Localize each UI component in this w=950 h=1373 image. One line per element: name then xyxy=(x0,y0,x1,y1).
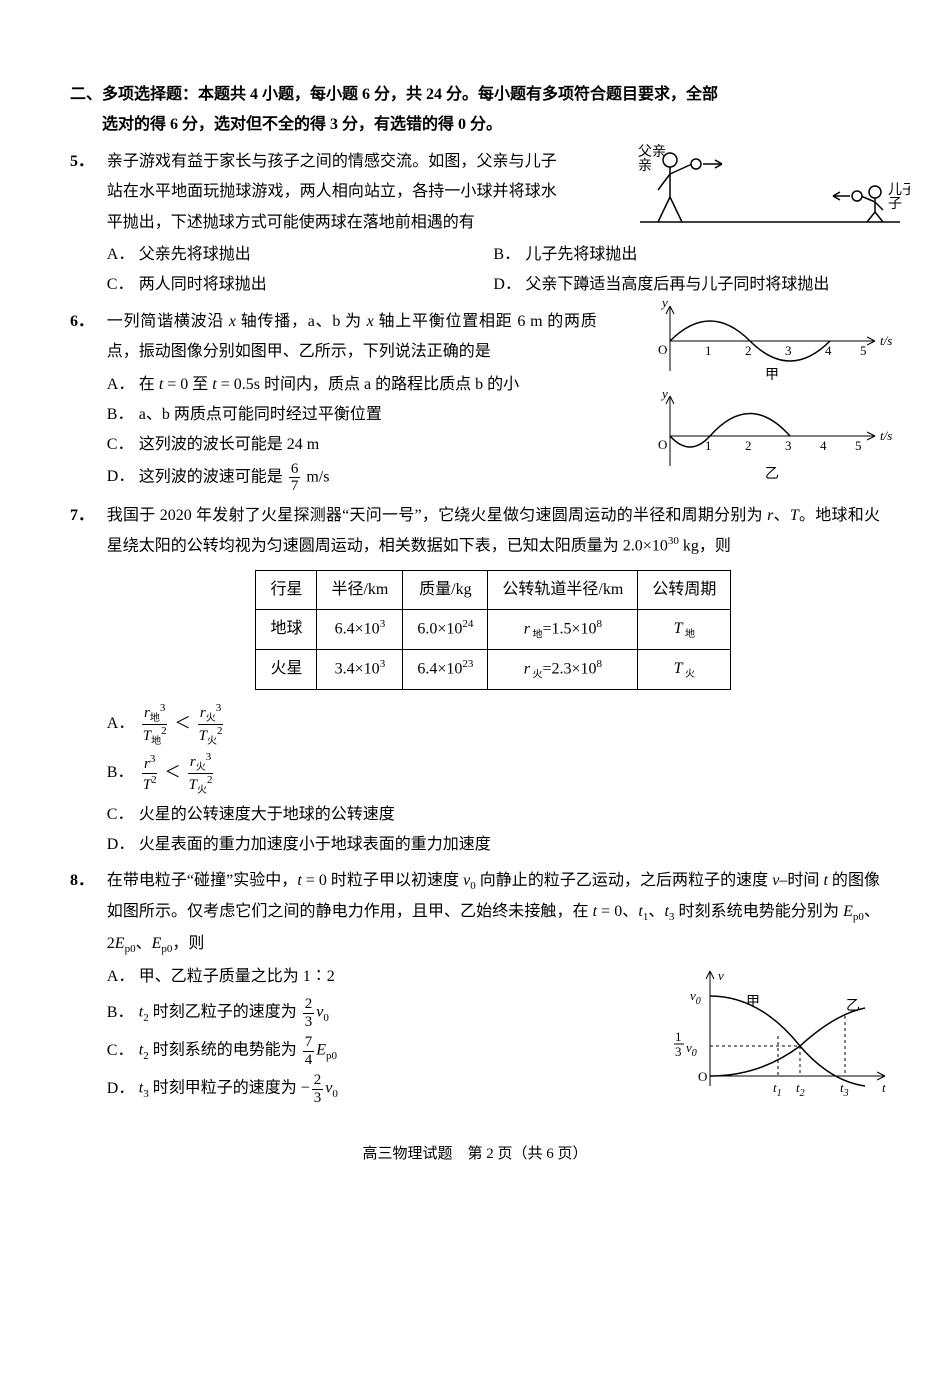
svg-text:5: 5 xyxy=(855,438,862,453)
q7C-label: C． xyxy=(107,800,139,830)
svg-text:乙: 乙 xyxy=(846,998,860,1014)
q7-row-mars: 火星 3.4×103 6.4×1023 r 火=2.3×108 T 火 xyxy=(256,649,731,689)
q7A-text: r地3T地2 ＜ r火3T火2 xyxy=(139,702,227,747)
svg-text:O: O xyxy=(658,437,667,452)
svg-text:y: y xyxy=(660,301,668,310)
svg-text:甲: 甲 xyxy=(765,368,779,383)
svg-text:2: 2 xyxy=(745,343,752,358)
q7-table: 行星 半径/km 质量/kg 公转轨道半径/km 公转周期 地球 6.4×103… xyxy=(255,570,731,690)
svg-text:t3: t3 xyxy=(840,1080,849,1099)
q5B-text: 儿子先将球抛出 xyxy=(525,240,637,270)
q5D-text: 父亲下蹲适当高度后再与儿子同时将球抛出 xyxy=(525,270,829,300)
q5-text: 亲子游戏有益于家长与孩子之间的情感交流。如图，父亲与儿子站在水平地面玩抛球游戏，… xyxy=(107,147,557,238)
q7C-text: 火星的公转速度大于地球的公转速度 xyxy=(139,800,395,830)
q8-number: 8． xyxy=(70,866,107,1110)
svg-text:O: O xyxy=(658,342,667,357)
section-header: 二、 多项选择题：本题共 4 小题，每小题 6 分，共 24 分。每小题有多项符… xyxy=(70,80,880,141)
svg-text:t: t xyxy=(882,1080,886,1095)
q5-son-label: 儿子 xyxy=(888,182,910,198)
svg-text:1: 1 xyxy=(705,438,712,453)
q6C-text: 这列波的波长可能是 24 m xyxy=(139,430,319,460)
svg-text:1: 1 xyxy=(675,1029,682,1044)
q5-father-label: 父亲 xyxy=(638,144,666,160)
section-title: 多项选择题：本题共 4 小题，每小题 6 分，共 24 分。每小题有多项符合题目… xyxy=(102,80,880,141)
q8C-label: C． xyxy=(107,1036,139,1066)
q7D-text: 火星表面的重力加速度小于地球表面的重力加速度 xyxy=(139,830,491,860)
q7A-label: A． xyxy=(107,709,139,739)
q7-number: 7． xyxy=(70,501,107,698)
q7-row-earth: 地球 6.4×103 6.0×1024 r 地=1.5×108 T 地 xyxy=(256,610,731,650)
question-5: 5． 亲子游戏有益于家长与孩子之间的情感交流。如图，父亲与儿子站在水平地面玩抛球… xyxy=(70,147,880,301)
q7-th5: 公转周期 xyxy=(638,570,731,609)
svg-text:1: 1 xyxy=(705,343,712,358)
svg-text:4: 4 xyxy=(820,438,827,453)
q5B-label: B． xyxy=(493,240,525,270)
q7D-label: D． xyxy=(107,830,139,860)
q6A-label: A． xyxy=(107,370,139,400)
svg-text:子: 子 xyxy=(888,196,902,212)
q6D-label: D． xyxy=(107,462,139,492)
svg-text:3: 3 xyxy=(785,343,792,358)
section-line2: 选对的得 6 分，选对但不全的得 3 分，有选错的得 0 分。 xyxy=(102,116,502,133)
q8B-label: B． xyxy=(107,998,139,1028)
q5-number: 5． xyxy=(70,147,107,301)
question-7: 7． 我国于 2020 年发射了火星探测器“天问一号”，它绕火星做匀速圆周运动的… xyxy=(70,501,880,698)
svg-text:O: O xyxy=(698,1069,707,1084)
q5-figure: 父亲 亲 儿子 子 xyxy=(630,142,910,237)
svg-text:3: 3 xyxy=(785,438,792,453)
section-number: 二、 xyxy=(70,80,102,141)
q8-figure: v v0 O t t1 t2 t3 1 3 v0 甲 乙 xyxy=(670,966,900,1116)
svg-text:4: 4 xyxy=(825,343,832,358)
svg-text:5: 5 xyxy=(860,343,867,358)
svg-text:v: v xyxy=(718,968,724,983)
svg-text:v0: v0 xyxy=(686,1040,697,1059)
q8C-text: t2 时刻系统的电势能为 74Ep0 xyxy=(139,1034,337,1068)
q7-th2: 半径/km xyxy=(317,570,403,609)
svg-text:乙: 乙 xyxy=(765,466,779,482)
q5C-label: C． xyxy=(107,270,139,300)
section-line1: 多项选择题：本题共 4 小题，每小题 6 分，共 24 分。每小题有多项符合题目… xyxy=(102,86,718,103)
q6B-text: a、b 两质点可能同时经过平衡位置 xyxy=(139,400,382,430)
q7-text: 我国于 2020 年发射了火星探测器“天问一号”，它绕火星做匀速圆周运动的半径和… xyxy=(107,501,880,562)
svg-text:t2: t2 xyxy=(796,1080,805,1099)
svg-text:甲: 甲 xyxy=(746,995,760,1010)
q5C-text: 两人同时将球抛出 xyxy=(139,270,267,300)
q5D-label: D． xyxy=(493,270,525,300)
q7-options: A． r地3T地2 ＜ r火3T火2 B． r3T2 ＜ r火3T火2 C．火星… xyxy=(107,702,880,861)
q7-th3: 质量/kg xyxy=(403,570,488,609)
q7B-text: r3T2 ＜ r火3T火2 xyxy=(139,751,217,796)
svg-text:t1: t1 xyxy=(773,1080,782,1099)
q7B-label: B． xyxy=(107,758,139,788)
q6A-text: 在 t = 0 至 t = 0.5s 时间内，质点 a 的路程比质点 b 的小 xyxy=(139,370,519,400)
q7-th1: 行星 xyxy=(256,570,317,609)
q7-th4: 公转轨道半径/km xyxy=(488,570,638,609)
question-6: 6． 一列简谐横波沿 x 轴传播，a、b 为 x 轴上平衡位置相距 6 m 的两… xyxy=(70,307,880,495)
q6B-label: B． xyxy=(107,400,139,430)
q6-figure: y O t/s 1 2 3 4 5 甲 y O t/s xyxy=(640,301,910,501)
q6C-label: C． xyxy=(107,430,139,460)
q5A-text: 父亲先将球抛出 xyxy=(139,240,251,270)
svg-text:t/s: t/s xyxy=(880,333,892,348)
q8-text: 在带电粒子“碰撞”实验中，t = 0 时粒子甲以初速度 v0 向静止的粒子乙运动… xyxy=(107,866,880,959)
q8A-label: A． xyxy=(107,962,139,992)
page-footer: 高三物理试题 第 2 页（共 6 页） xyxy=(70,1140,880,1169)
q8B-text: t2 时刻乙粒子的速度为 23v0 xyxy=(139,996,329,1030)
svg-text:2: 2 xyxy=(745,438,752,453)
q5-options: A．父亲先将球抛出 B．儿子先将球抛出 C．两人同时将球抛出 D．父亲下蹲适当高… xyxy=(107,240,880,301)
svg-text:y: y xyxy=(660,386,668,401)
svg-text:亲: 亲 xyxy=(638,158,652,174)
q6D-text: 这列波的波速可能是 67 m/s xyxy=(139,461,330,495)
q8D-label: D． xyxy=(107,1074,139,1104)
svg-text:3: 3 xyxy=(675,1044,682,1059)
svg-text:t/s: t/s xyxy=(880,428,892,443)
q6-text: 一列简谐横波沿 x 轴传播，a、b 为 x 轴上平衡位置相距 6 m 的两质点，… xyxy=(107,307,597,368)
q8D-text: t3 时刻甲粒子的速度为 −23v0 xyxy=(139,1072,338,1106)
q5A-label: A． xyxy=(107,240,139,270)
q8A-text: 甲、乙粒子质量之比为 1∶2 xyxy=(139,962,335,992)
svg-text:v0: v0 xyxy=(690,988,701,1007)
q6-number: 6． xyxy=(70,307,107,495)
question-8: 8． 在带电粒子“碰撞”实验中，t = 0 时粒子甲以初速度 v0 向静止的粒子… xyxy=(70,866,880,1110)
